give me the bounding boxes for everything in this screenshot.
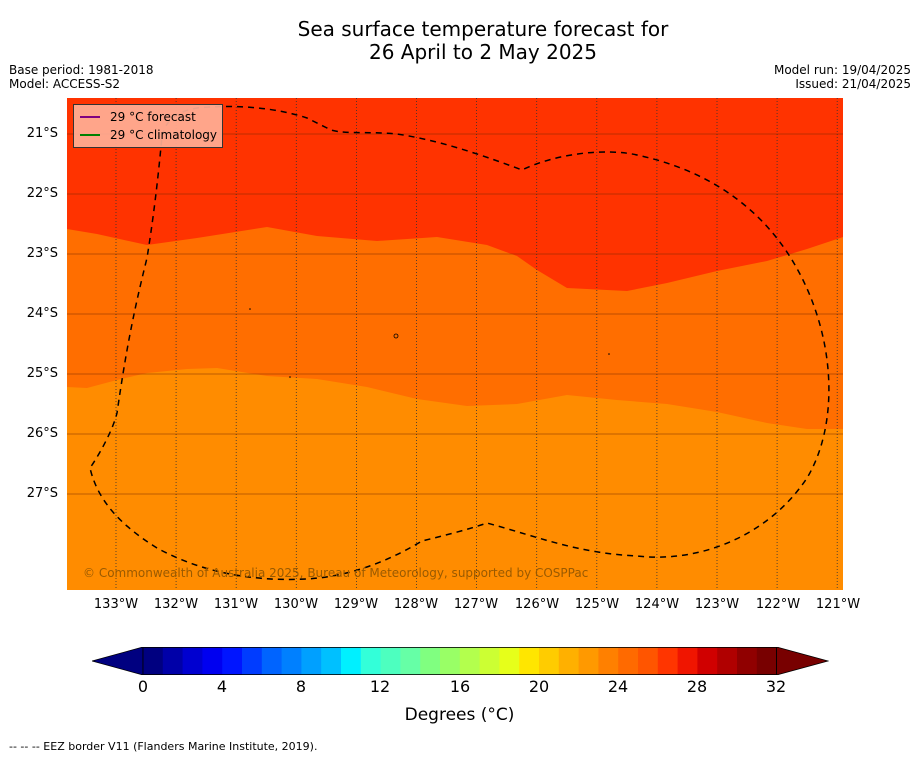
lon-label: 126°W bbox=[514, 597, 560, 612]
colorbar-segment bbox=[657, 647, 679, 675]
lon-label: 133°W bbox=[93, 597, 139, 612]
meta-right: Model run: 19/04/2025 Issued: 21/04/2025 bbox=[774, 63, 911, 91]
colorbar-svg bbox=[90, 646, 830, 676]
colorbar-segment bbox=[281, 647, 302, 675]
lon-label: 128°W bbox=[393, 597, 439, 612]
colorbar-segment bbox=[341, 647, 362, 675]
issued-date: Issued: 21/04/2025 bbox=[795, 77, 911, 91]
colorbar-segment bbox=[479, 647, 500, 675]
lat-label: 22°S bbox=[26, 186, 58, 201]
colorbar-segment bbox=[380, 647, 401, 675]
colorbar-segment bbox=[578, 647, 599, 675]
lon-label: 130°W bbox=[273, 597, 319, 612]
colorbar-frame bbox=[142, 647, 777, 675]
colorbar-segment bbox=[618, 647, 639, 675]
island-marker-2 bbox=[249, 308, 251, 310]
lon-label: 131°W bbox=[213, 597, 259, 612]
colorbar-segment bbox=[242, 647, 263, 675]
map-grid bbox=[67, 98, 843, 590]
model-run: Model run: 19/04/2025 bbox=[773, 63, 911, 77]
colorbar-tick: 16 bbox=[449, 677, 471, 696]
lon-label: 127°W bbox=[453, 597, 499, 612]
colorbar-min-extend bbox=[90, 646, 144, 676]
title-line-2: 26 April to 2 May 2025 bbox=[369, 40, 597, 64]
copyright-text: © Commonwealth of Australia 2025, Bureau… bbox=[83, 566, 588, 580]
map-svg: © Commonwealth of Australia 2025, Bureau… bbox=[67, 98, 843, 590]
colorbar-tick: 12 bbox=[369, 677, 391, 696]
colorbar-segment bbox=[301, 647, 322, 675]
colorbar-segment bbox=[182, 647, 203, 675]
lon-label: 123°W bbox=[694, 597, 740, 612]
colorbar-segment bbox=[400, 647, 421, 675]
lat-label: 23°S bbox=[26, 246, 58, 261]
lon-label: 125°W bbox=[574, 597, 620, 612]
legend-row-forecast: 29 °C forecast bbox=[80, 108, 217, 126]
lon-label: 121°W bbox=[815, 597, 861, 612]
colorbar-max-extend bbox=[776, 646, 830, 676]
legend-row-climatology: 29 °C climatology bbox=[80, 126, 217, 144]
colorbar-tick: 8 bbox=[295, 677, 307, 696]
colorbar-segment bbox=[598, 647, 619, 675]
colorbar-tick: 32 bbox=[765, 677, 787, 696]
meta-left: Base period: 1981-2018 Model: ACCESS-S2 bbox=[9, 63, 154, 91]
eez-border-line bbox=[89, 105, 830, 581]
colorbar-tick: 28 bbox=[686, 677, 708, 696]
colorbar-segment bbox=[420, 647, 441, 675]
lon-label: 122°W bbox=[755, 597, 801, 612]
colorbar-segment bbox=[539, 647, 560, 675]
island-marker-3 bbox=[608, 353, 610, 355]
colorbar-segment bbox=[360, 647, 382, 675]
colorbar-segment bbox=[202, 647, 223, 675]
colorbar-segment bbox=[459, 647, 481, 675]
lon-label: 129°W bbox=[333, 597, 379, 612]
lat-label: 21°S bbox=[26, 126, 58, 141]
colorbar-segment bbox=[499, 647, 520, 675]
colorbar-tick: 20 bbox=[528, 677, 550, 696]
island-marker-4 bbox=[289, 376, 291, 378]
colorbar bbox=[90, 646, 830, 679]
colorbar-tick: 4 bbox=[216, 677, 228, 696]
lat-label: 26°S bbox=[26, 426, 58, 441]
colorbar-segment bbox=[558, 647, 580, 675]
colorbar-segment bbox=[222, 647, 243, 675]
colorbar-tick: 0 bbox=[137, 677, 149, 696]
colorbar-segment bbox=[717, 647, 738, 675]
band-warm-upper bbox=[67, 98, 843, 291]
colorbar-segment bbox=[519, 647, 540, 675]
lon-label: 124°W bbox=[634, 597, 680, 612]
colorbar-segment bbox=[638, 647, 659, 675]
colorbar-segment bbox=[143, 647, 164, 675]
lat-label: 24°S bbox=[26, 306, 58, 321]
island-marker-1 bbox=[393, 333, 399, 339]
colorbar-segment bbox=[737, 647, 758, 675]
colorbar-tick: 24 bbox=[607, 677, 629, 696]
model-name: Model: ACCESS-S2 bbox=[9, 77, 121, 91]
lon-label: 132°W bbox=[153, 597, 199, 612]
colorbar-segment bbox=[162, 647, 184, 675]
map-legend: 29 °C forecast 29 °C climatology bbox=[73, 104, 224, 148]
base-period: Base period: 1981-2018 bbox=[9, 63, 154, 77]
legend-forecast-label: 29 °C forecast bbox=[110, 110, 196, 124]
lat-label: 25°S bbox=[26, 366, 58, 381]
title-line-1: Sea surface temperature forecast for bbox=[297, 17, 669, 41]
colorbar-segment bbox=[321, 647, 342, 675]
colorbar-segment bbox=[756, 647, 778, 675]
colorbar-segment bbox=[677, 647, 698, 675]
forecast-line-swatch bbox=[80, 116, 100, 118]
chart-title: Sea surface temperature forecast for 26 … bbox=[0, 18, 919, 64]
sst-map[interactable]: © Commonwealth of Australia 2025, Bureau… bbox=[67, 98, 843, 590]
legend-climatology-label: 29 °C climatology bbox=[110, 128, 218, 142]
lat-label: 27°S bbox=[26, 486, 58, 501]
climatology-line-swatch bbox=[80, 134, 100, 136]
colorbar-segment bbox=[261, 647, 283, 675]
colorbar-segment bbox=[697, 647, 718, 675]
colorbar-segment bbox=[440, 647, 461, 675]
eez-footnote: -- -- -- EEZ border V11 (Flanders Marine… bbox=[9, 740, 318, 753]
colorbar-label: Degrees (°C) bbox=[404, 705, 515, 725]
